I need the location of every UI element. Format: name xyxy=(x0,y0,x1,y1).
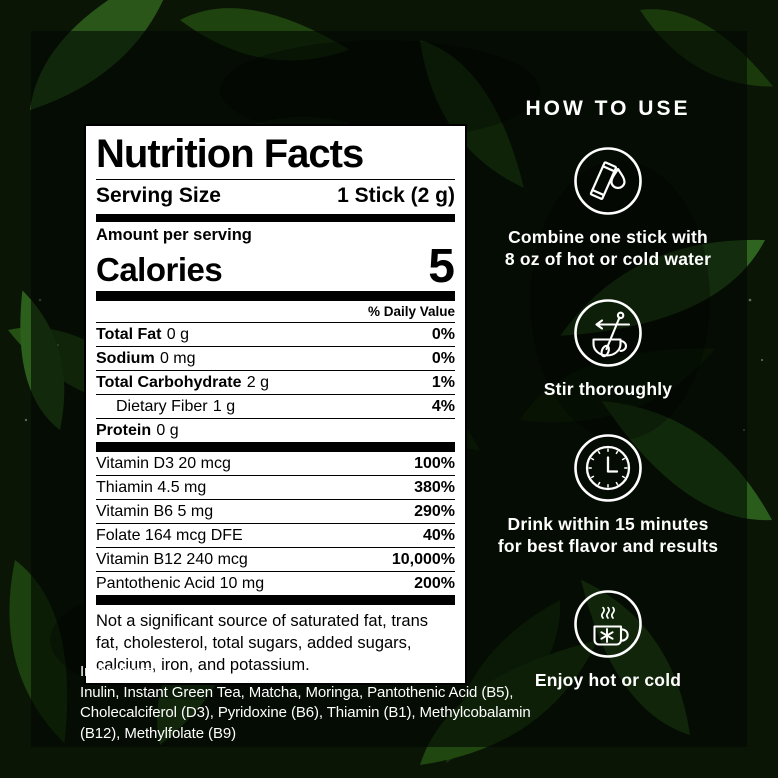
nutrient-amount: 0 mg xyxy=(159,350,196,367)
thick-divider xyxy=(96,442,455,452)
thick-divider xyxy=(96,595,455,605)
ingredients-label: Ingredients: xyxy=(80,663,158,680)
nutrient-row: Sodium 0 mg 0% xyxy=(96,347,455,371)
vitamin-row: Vitamin B12 240 mcg 10,000% xyxy=(96,548,455,572)
nutrient-name: Protein xyxy=(96,422,152,439)
nutrient-name: Total Carbohydrate xyxy=(96,374,242,391)
how-to-use-step: Stir thoroughly xyxy=(478,297,738,400)
vitamin-name: Pantothenic Acid 10 mg xyxy=(96,575,265,592)
label-footnote: Not a significant source of saturated fa… xyxy=(96,612,429,674)
how-to-use-step: Combine one stick with 8 oz of hot or co… xyxy=(478,145,738,270)
nutrition-facts-title: Nutrition Facts xyxy=(96,132,364,176)
nutrition-facts-label: Nutrition Facts Serving Size 1 Stick (2 … xyxy=(84,124,467,685)
vitamin-row: Vitamin D3 20 mcg 100% xyxy=(96,452,455,476)
step-caption: Stir thoroughly xyxy=(478,378,738,400)
nutrient-amount: 1 g xyxy=(212,398,236,415)
amount-per-serving-label: Amount per serving xyxy=(96,226,252,244)
vitamin-row: Pantothenic Acid 10 mg 200% xyxy=(96,572,455,595)
nutrient-row: Total Fat 0 g 0% xyxy=(96,323,455,347)
caption-line: for best flavor and results xyxy=(497,536,719,556)
nutrient-name: Dietary Fiber xyxy=(116,398,208,415)
nutrient-amount: 2 g xyxy=(246,374,270,391)
clock-icon xyxy=(574,434,642,502)
caption-line: Enjoy hot or cold xyxy=(534,670,682,690)
nutrient-amount: 0 g xyxy=(156,422,179,439)
vitamin-name: Vitamin D3 20 mcg xyxy=(96,455,231,472)
ingredients-text: Inulin, Instant Green Tea, Matcha, Morin… xyxy=(80,683,531,742)
vitamin-dv: 100% xyxy=(414,455,455,472)
vitamin-rows: Vitamin D3 20 mcg 100% Thiamin 4.5 mg 38… xyxy=(96,452,455,595)
step-caption: Combine one stick with 8 oz of hot or co… xyxy=(478,226,738,270)
vitamin-dv: 200% xyxy=(414,575,455,592)
caption-line: Stir thoroughly xyxy=(543,379,673,399)
nutrient-dv: 1% xyxy=(431,374,455,391)
how-to-use-title: HOW TO USE xyxy=(525,97,691,120)
vitamin-dv: 290% xyxy=(414,503,455,520)
how-to-use-step: Enjoy hot or cold xyxy=(478,588,738,691)
calories-label: Calories xyxy=(96,251,223,288)
ingredients-block: Ingredients: Inulin, Instant Green Tea, … xyxy=(80,662,542,744)
nutrient-rows: Total Fat 0 g 0% Sodium 0 mg 0% Total Carb… xyxy=(96,323,455,442)
serving-size-label: Serving Size xyxy=(96,184,221,207)
caption-line: 8 oz of hot or cold water xyxy=(504,249,712,269)
calories-value: 5 xyxy=(428,240,455,293)
caption-line: Combine one stick with xyxy=(508,227,708,247)
serving-size-row: Serving Size 1 Stick (2 g) xyxy=(96,180,455,214)
how-to-use-step: Drink within 15 minutes for best flavor … xyxy=(478,432,738,557)
divider xyxy=(96,179,455,180)
serving-size-value: 1 Stick (2 g) xyxy=(337,184,455,207)
step-caption: Enjoy hot or cold xyxy=(478,669,738,691)
vitamin-dv: 380% xyxy=(414,479,455,496)
vitamin-row: Vitamin B6 5 mg 290% xyxy=(96,500,455,524)
nutrient-name: Total Fat xyxy=(96,326,162,343)
nutrient-row: Protein 0 g xyxy=(96,419,455,442)
vitamin-row: Thiamin 4.5 mg 380% xyxy=(96,476,455,500)
vitamin-dv: 40% xyxy=(422,527,455,544)
nutrient-name: Sodium xyxy=(96,350,155,367)
vitamin-name: Thiamin 4.5 mg xyxy=(96,479,207,496)
stick-water-drop-icon xyxy=(574,147,642,215)
daily-value-header: % Daily Value xyxy=(96,301,455,323)
vitamin-name: Vitamin B12 240 mcg xyxy=(96,551,248,568)
vitamin-name: Folate 164 mcg DFE xyxy=(96,527,243,544)
vitamin-dv: 10,000% xyxy=(391,551,455,568)
caption-line: Drink within 15 minutes xyxy=(507,514,709,534)
thick-divider xyxy=(96,214,455,222)
step-caption: Drink within 15 minutes for best flavor … xyxy=(478,513,738,557)
nutrient-dv: 0% xyxy=(431,350,455,367)
nutrient-row: Dietary Fiber 1 g 4% xyxy=(96,395,455,419)
thick-divider xyxy=(96,291,455,301)
vitamin-row: Folate 164 mcg DFE 40% xyxy=(96,524,455,548)
nutrient-row: Total Carbohydrate 2 g 1% xyxy=(96,371,455,395)
steaming-cup-snowflake-icon xyxy=(574,590,642,658)
how-to-use-panel: HOW TO USE Combine one stick wi xyxy=(478,97,738,757)
nutrient-dv: 4% xyxy=(431,398,455,415)
nutrient-amount: 0 g xyxy=(166,326,189,343)
nutrient-dv: 0% xyxy=(431,326,455,343)
stir-cup-icon xyxy=(574,299,642,367)
vitamin-name: Vitamin B6 5 mg xyxy=(96,503,214,520)
calories-row: Calories 5 xyxy=(96,240,455,293)
